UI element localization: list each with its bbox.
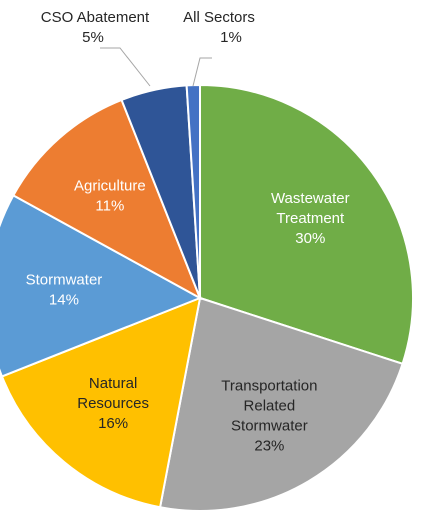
- value-label: 14%: [49, 291, 79, 308]
- value-label: 1%: [220, 29, 242, 46]
- slice-label: Wastewater Treatment: [271, 190, 350, 227]
- slice-label: Transportation Related Stormwater: [221, 377, 317, 434]
- slice-label: Stormwater: [26, 271, 103, 288]
- value-label: 11%: [95, 198, 124, 215]
- pie-slice: [158, 296, 404, 512]
- pie-slice: [199, 83, 414, 366]
- value-label: 16%: [98, 415, 128, 432]
- slice-label: CSO Abatement: [41, 9, 150, 26]
- value-label: 23%: [254, 437, 284, 454]
- slice-label: Natural Resources: [77, 375, 149, 412]
- pie-slice: [0, 296, 202, 509]
- leader-line: [192, 57, 212, 87]
- slice-label: Agriculture: [74, 178, 146, 195]
- value-label: 5%: [82, 29, 104, 46]
- pie-slice: [11, 98, 202, 301]
- pie-slice: [0, 194, 203, 378]
- value-label: 30%: [295, 230, 325, 247]
- leader-line: [100, 47, 151, 87]
- slice-label: All Sectors: [183, 9, 255, 26]
